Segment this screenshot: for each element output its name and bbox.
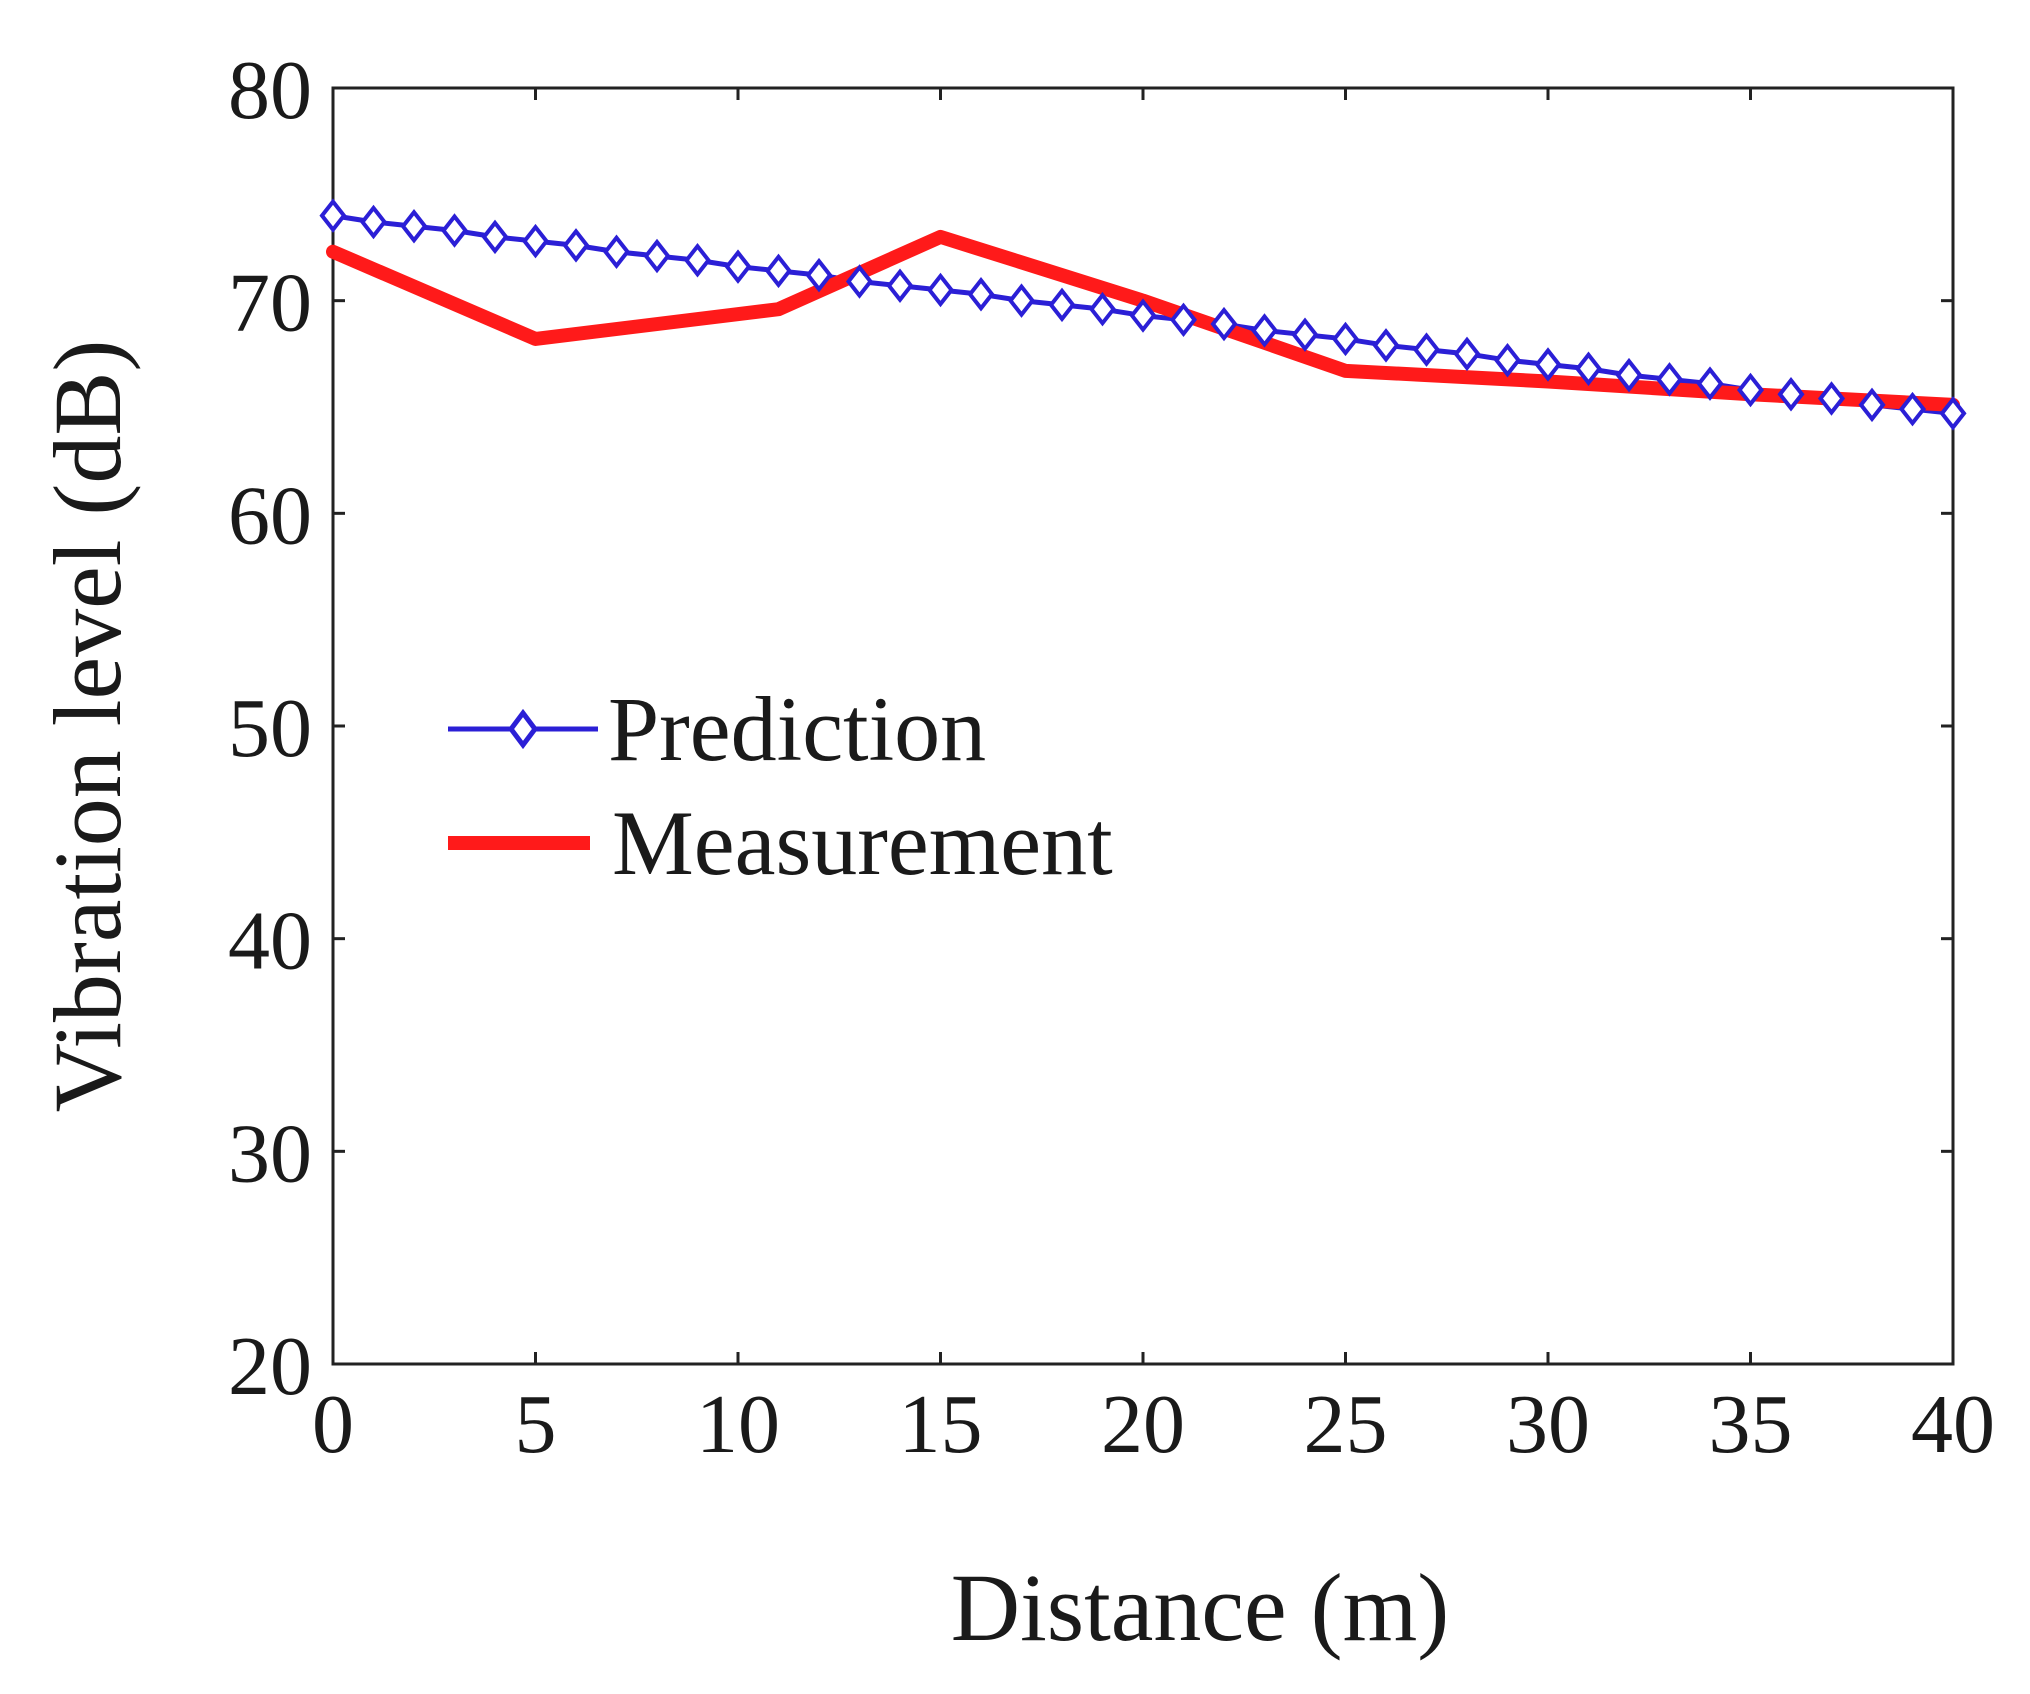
prediction-point-14 [886,268,914,304]
prediction-point-2 [400,208,428,244]
prediction-point-39 [1898,391,1927,427]
y-tick-label-5: 70 [228,257,312,350]
prediction-point-38 [1858,387,1886,423]
prediction-point-15 [926,272,955,308]
prediction-point-21 [1169,302,1198,338]
x-tick-label-8: 40 [1911,1378,1995,1471]
y-tick-label-6: 80 [228,44,312,137]
prediction-point-27 [1412,332,1441,367]
prediction-point-25 [1331,321,1360,357]
prediction-point-29 [1493,342,1522,378]
prediction-point-18 [1048,287,1076,323]
prediction-point-16 [967,277,995,312]
prediction-point-12 [805,257,833,293]
prediction-point-13 [845,264,874,299]
y-tick-label-1: 30 [228,1107,312,1200]
prediction-point-32 [1615,357,1643,393]
x-tick-label-3: 15 [899,1378,983,1471]
prediction-point-35 [1736,372,1765,408]
legend: Prediction Measurement [448,678,1113,894]
prediction-point-11 [764,253,793,289]
prediction-point-33 [1655,362,1684,397]
plot-area [331,86,1955,1366]
prediction-point-0 [319,198,347,233]
axis-ticks: 0 5 10 15 20 25 30 35 40 20 30 40 50 60 70 80 [228,44,1995,1471]
prediction-point-3 [440,213,469,248]
prediction-point-30 [1534,347,1562,382]
x-tick-label-4: 20 [1101,1378,1185,1471]
legend-prediction-marker [507,708,539,750]
prediction-point-22 [1210,306,1238,342]
prediction-point-9 [683,243,712,278]
y-axis-label: Vibration level (dB) [34,340,141,1113]
x-tick-label-6: 30 [1506,1378,1590,1471]
x-tick-label-5: 25 [1304,1378,1388,1471]
x-tick-label-7: 35 [1709,1378,1793,1471]
prediction-point-36 [1777,377,1805,412]
prediction-point-26 [1372,328,1400,363]
prediction-point-6 [562,228,590,263]
x-tick-label-2: 10 [696,1378,780,1471]
y-tick-label-4: 60 [228,469,312,562]
prediction-point-19 [1088,291,1117,327]
prediction-point-20 [1129,298,1157,333]
y-tick-label-3: 50 [228,682,312,775]
legend-measurement-label: Measurement [612,792,1113,894]
prediction-point-24 [1291,317,1319,352]
prediction-point-37 [1817,381,1846,416]
prediction-point-31 [1574,351,1603,386]
prediction-point-34 [1696,366,1724,401]
prediction-point-23 [1250,313,1279,348]
prediction-point-4 [481,219,509,255]
prediction-point-8 [643,238,671,274]
prediction-point-5 [521,223,550,259]
prediction-point-10 [724,249,752,284]
x-tick-label-0: 0 [312,1378,354,1471]
y-tick-label-2: 40 [228,895,312,988]
prediction-point-40 [1939,396,1967,431]
prediction-point-17 [1007,283,1036,318]
x-tick-label-1: 5 [515,1378,557,1471]
legend-prediction-label: Prediction [608,678,986,780]
y-tick-label-0: 20 [228,1320,312,1413]
prediction-point-7 [602,234,631,269]
x-axis-label: Distance (m) [951,1554,1449,1661]
prediction-point-1 [359,204,388,240]
prediction-point-28 [1453,336,1481,372]
series-layer [319,198,1967,431]
